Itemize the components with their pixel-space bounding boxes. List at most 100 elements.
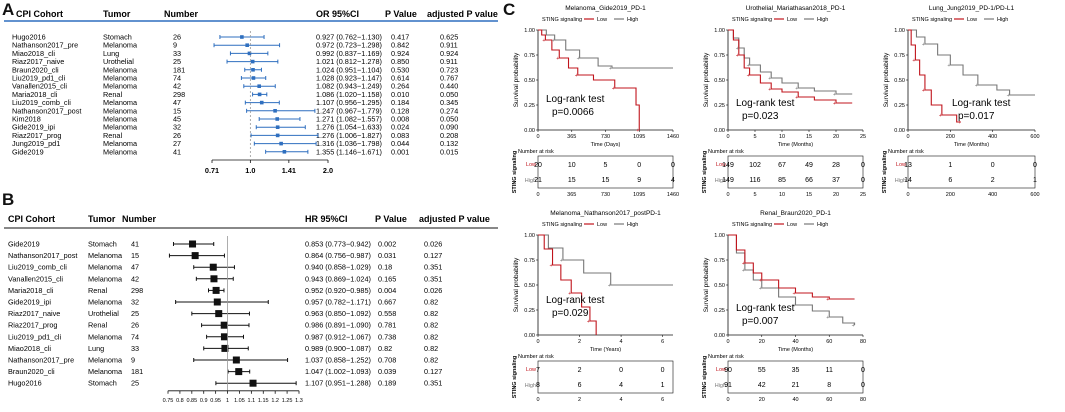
row-a-number: 9 <box>173 41 177 50</box>
row-b-pvalue: 0.031 <box>378 251 396 260</box>
km-y-tick-label: 0.50 <box>714 283 725 289</box>
km-risk-x-tick-label: 1460 <box>667 192 679 198</box>
x-tick-label-b: 1.1 <box>248 398 256 404</box>
km-censor-mark: + <box>922 88 925 94</box>
row-a-tumor: Lung <box>103 49 119 58</box>
km-risk-low-count: 90 <box>724 367 732 374</box>
km-risk-high-label: High <box>895 178 906 184</box>
row-b-ci: 0.853 (0.773−0.942) <box>305 240 371 249</box>
row-b-tumor: Lung <box>88 344 104 353</box>
km-risk-strata-label: STING signaling <box>702 356 708 398</box>
row-b-adjp: 0.82 <box>424 309 438 318</box>
row-a-number: 26 <box>173 131 181 140</box>
km-risk-high-count: 21 <box>534 177 542 184</box>
km-censor-mark: + <box>833 92 836 98</box>
km-censor-mark: + <box>568 291 571 297</box>
row-b-ci: 0.957 (0.782−1.171) <box>305 298 371 307</box>
km-x-label: Time (Years) <box>590 347 621 353</box>
km-risk-high-count: 8 <box>536 382 540 389</box>
km-y-tick-label: 0.25 <box>714 103 725 109</box>
km-y-tick-label: 0.50 <box>894 78 905 84</box>
km-x-tick-label: 25 <box>860 134 866 140</box>
row-b-tumor: Melanoma <box>88 274 123 283</box>
km-risk-high-label: High <box>525 178 536 184</box>
km-x-tick-label: 1460 <box>667 134 679 140</box>
km-censor-mark: + <box>636 128 639 134</box>
km-risk-strata-label: STING signaling <box>512 151 518 193</box>
km-risk-x-tick-label: 20 <box>833 192 839 198</box>
km-legend-high: High <box>627 17 638 23</box>
estimate-point-a <box>257 92 262 97</box>
km-risk-strata-label: STING signaling <box>882 151 888 193</box>
row-a-adjp: 0.625 <box>440 33 458 42</box>
row-b-number: 9 <box>131 356 135 365</box>
estimate-point-b <box>210 275 218 283</box>
row-b-cohort: Gide2019_ipi <box>8 298 51 307</box>
header-number: Number <box>164 9 199 19</box>
row-a-number: 42 <box>173 82 181 91</box>
km-risk-low-count: 7 <box>536 367 540 374</box>
x-tick-label-b: 1.25 <box>282 398 293 404</box>
km-curve-low <box>538 29 640 130</box>
estimate-point-a <box>279 141 283 146</box>
row-a-number: 41 <box>173 147 181 156</box>
row-a-cohort: Nathanson2017_pre <box>12 41 78 50</box>
km-x-label: Time (Months) <box>778 142 813 148</box>
km-risk-high-count: 4 <box>671 177 675 184</box>
estimate-point-a <box>282 150 287 154</box>
km-x-label: Time (Months) <box>954 142 989 148</box>
row-a-ci: 1.276 (1.054−1.633) <box>316 123 382 132</box>
row-b-tumor: Renal <box>88 321 107 330</box>
km-censor-mark: + <box>833 101 836 107</box>
row-b-pvalue: 0.781 <box>378 321 396 330</box>
km-curve-high <box>538 29 673 69</box>
km-censor-mark: + <box>560 258 563 264</box>
km-censor-mark: + <box>975 83 978 89</box>
row-a-ci: 1.021 (0.812−1.278) <box>316 57 382 66</box>
km-risk-high-count: 85 <box>778 177 786 184</box>
row-a-ci: 1.107 (0.956−1.295) <box>316 98 382 107</box>
row-a-adjp: 0.015 <box>440 147 458 156</box>
row-b-pvalue: 0.18 <box>378 263 392 272</box>
row-a-cohort: Liu2019_pd1_cli <box>12 74 66 83</box>
row-a-adjp: 0.440 <box>440 82 458 91</box>
km-risk-high-label: High <box>525 383 536 389</box>
estimate-point-b <box>232 356 240 364</box>
row-a-tumor: Renal <box>103 131 122 140</box>
row-a-adjp: 0.208 <box>440 131 458 140</box>
x-tick-label-b: 1.2 <box>271 398 279 404</box>
estimate-point-a <box>245 43 249 47</box>
x-tick-label-a: 1.0 <box>245 166 255 175</box>
km-censor-mark: + <box>612 86 615 92</box>
estimate-point-a <box>257 84 261 88</box>
km-risk-x-tick-label: 0 <box>726 397 729 403</box>
km-censor-mark: + <box>852 323 855 329</box>
km-risk-box <box>907 155 1036 189</box>
km-censor-mark: + <box>793 291 796 297</box>
km-x-tick-label: 4 <box>620 339 623 345</box>
km-x-tick-label: 2 <box>578 339 581 345</box>
km-risk-high-count: 0 <box>861 177 865 184</box>
row-b-pvalue: 0.189 <box>378 379 396 388</box>
km-plots: Melanoma_Gide2019_PD-1 STING signaling Low… <box>512 5 1040 403</box>
row-b-cohort: Riaz2017_naive <box>8 309 60 318</box>
km-risk-high-count: 14 <box>904 177 912 184</box>
km-risk-x-tick-label: 2 <box>578 397 581 403</box>
km-x-tick-label: 15 <box>806 134 812 140</box>
row-b-number: 42 <box>131 274 139 283</box>
km-x-tick-label: 0 <box>906 134 909 140</box>
row-b-adjp: 0.82 <box>424 298 438 307</box>
km-risk-high-count: 6 <box>948 177 952 184</box>
estimate-point-b <box>221 344 229 352</box>
header-pvalue: P Value <box>385 9 417 19</box>
km-x-tick-label: 0 <box>536 134 539 140</box>
km-risk-high-count: 42 <box>758 382 766 389</box>
km-x-tick-label: 0 <box>536 339 539 345</box>
km-censor-mark: + <box>587 319 590 325</box>
forest-plot-a: CPI Cohort Tumor Number OR 95%CI P Value… <box>4 9 498 175</box>
km-risk-high-count: 8 <box>827 382 831 389</box>
km-x-label: Time (Days) <box>591 142 621 148</box>
km-risk-strata-label: STING signaling <box>512 356 518 398</box>
estimate-point-a <box>247 51 252 56</box>
estimate-point-a <box>273 109 277 113</box>
